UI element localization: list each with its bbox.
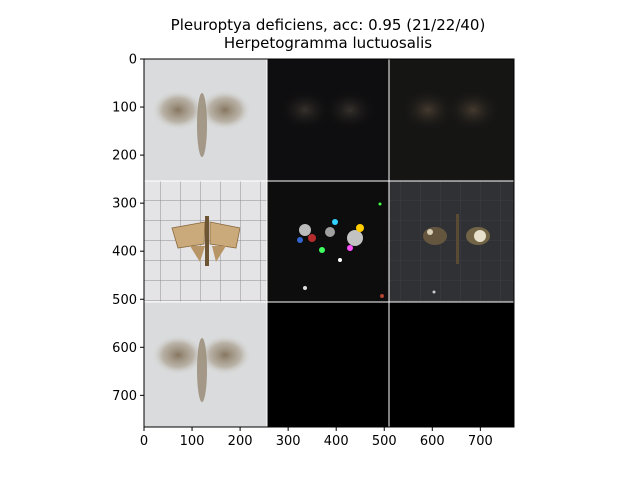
y-axis: 0 100 200 300 400 500 600 700	[112, 53, 144, 404]
figure-title-line1: Pleuroptya deficiens, acc: 0.95 (21/22/4…	[170, 16, 486, 34]
panel-r2-c2	[389, 302, 514, 427]
x-tick-label: 500	[372, 434, 397, 449]
x-tick-label: 700	[468, 434, 493, 449]
x-tick-label: 0	[140, 434, 148, 449]
x-tick-label: 100	[180, 434, 205, 449]
panel-r1-c1	[267, 181, 389, 302]
moth-left-wing	[152, 90, 204, 130]
moth-body	[197, 93, 207, 157]
x-tick-label: 200	[228, 434, 253, 449]
panel-r2-c0	[144, 302, 267, 427]
y-tick-label: 500	[112, 293, 137, 308]
moth-photo-right-wing	[209, 221, 241, 249]
figure-title-line2: Herpetogramma luctuosalis	[223, 34, 433, 52]
x-tick-label: 300	[276, 434, 301, 449]
axes-frame	[143, 58, 515, 428]
moth-photo-left-wing	[171, 221, 206, 249]
panel-r0-c2	[389, 59, 514, 181]
x-tick-label: 600	[420, 434, 445, 449]
y-tick-label: 200	[112, 149, 137, 164]
panel-r2-c1	[267, 302, 389, 427]
y-tick-label: 0	[129, 53, 137, 68]
panel-dividers	[144, 59, 514, 427]
y-tick-label: 400	[112, 245, 137, 260]
panel-r1-c2	[389, 181, 514, 302]
y-tick-label: 300	[112, 197, 137, 212]
y-tick-label: 600	[112, 341, 137, 356]
x-axis: 0 100 200 300 400 500 600 700	[140, 427, 493, 449]
panel-r0-c0	[144, 59, 267, 181]
y-tick-label: 100	[112, 101, 137, 116]
moth-right-wing	[199, 90, 251, 130]
x-tick-label: 400	[324, 434, 349, 449]
y-tick-label: 700	[112, 389, 137, 404]
panel-r1-c0	[144, 181, 267, 302]
panel-r0-c1	[267, 59, 389, 181]
